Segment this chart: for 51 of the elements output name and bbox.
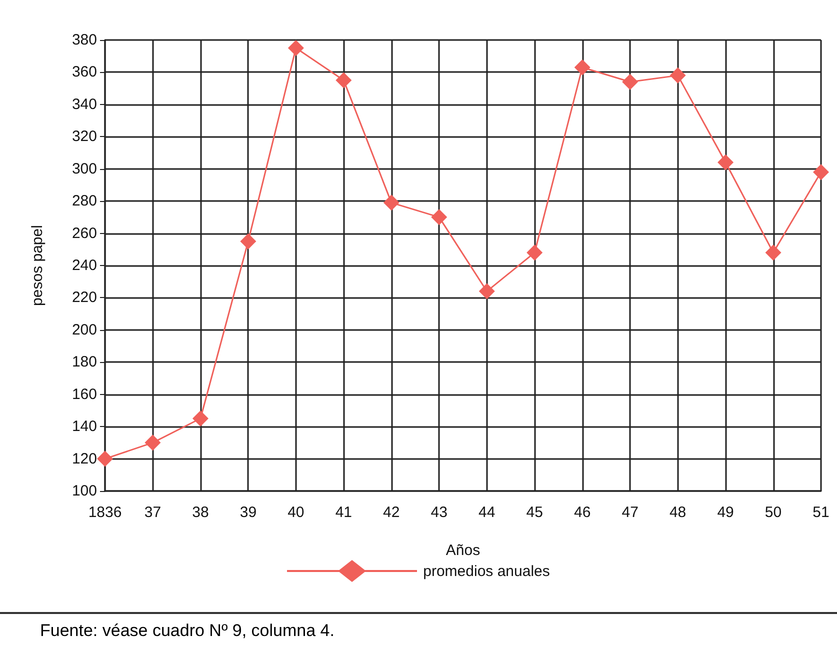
x-tick-label: 41 — [335, 504, 352, 521]
y-tick-label: 380 — [72, 32, 97, 48]
point — [240, 233, 256, 250]
x-tick-label: 1836 — [88, 504, 122, 521]
point — [431, 209, 448, 226]
y-tick-label: 180 — [72, 354, 97, 371]
x-tick-label: 40 — [288, 504, 304, 521]
x-tick-label: 42 — [383, 504, 400, 521]
y-tick-label: 280 — [72, 192, 97, 210]
point — [336, 72, 352, 88]
y-tick-label: 240 — [72, 257, 97, 274]
x-tick-label: 38 — [192, 504, 209, 521]
point — [622, 74, 638, 90]
y-tick-label: 160 — [72, 386, 97, 403]
y-tick-label: 340 — [72, 96, 97, 113]
y-tick-label: 260 — [72, 224, 97, 242]
x-tick-label: 44 — [478, 504, 496, 521]
point — [478, 283, 495, 300]
point — [97, 450, 113, 467]
point — [670, 67, 686, 84]
point — [288, 40, 304, 56]
x-tick-label: 50 — [764, 504, 782, 521]
point — [574, 59, 590, 76]
y-tick-label: 200 — [72, 321, 97, 338]
x-tick-label: 39 — [240, 504, 257, 521]
x-tick-label: 51 — [812, 504, 830, 521]
point — [526, 244, 543, 261]
text: promedios anuales — [423, 562, 550, 580]
point — [144, 434, 161, 451]
point — [383, 194, 400, 211]
y-tick-label: 320 — [72, 128, 97, 146]
point — [192, 410, 208, 427]
y-tick-label: 360 — [72, 64, 97, 81]
x-tick-label: 49 — [717, 504, 734, 521]
source-note: Fuente: véase cuadro Nº 9, columna 4. — [0, 612, 837, 649]
x-tick-label: 45 — [526, 504, 543, 521]
point — [718, 154, 734, 170]
y-tick-label: 300 — [72, 160, 97, 178]
point — [765, 244, 782, 261]
x-tick-label: 37 — [144, 504, 162, 521]
x-tick-label: 46 — [574, 504, 591, 521]
y-tick-label: 100 — [72, 482, 97, 500]
y-tick-label: 120 — [72, 450, 97, 468]
y-axis-title: pesos papel — [29, 225, 46, 306]
point — [813, 164, 829, 180]
y-tick-label: 220 — [72, 289, 97, 306]
x-tick-label: 43 — [430, 504, 448, 521]
x-tick-label: 48 — [669, 504, 686, 521]
y-tick-label: 140 — [72, 418, 97, 436]
x-tick-label: 47 — [622, 504, 638, 521]
x-axis-title: Años — [446, 542, 480, 559]
